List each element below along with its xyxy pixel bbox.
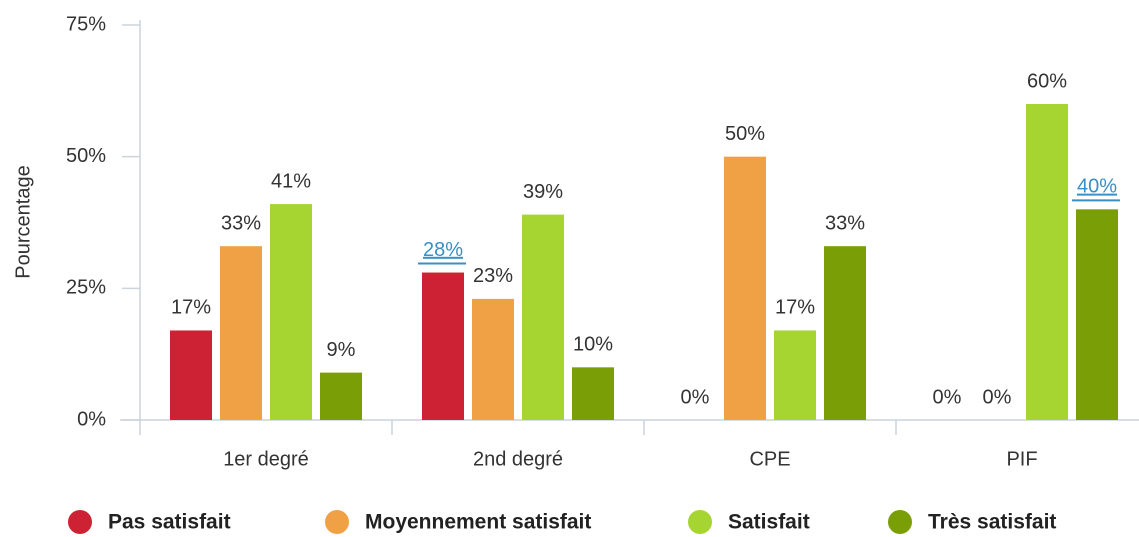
bar xyxy=(522,214,564,420)
legend-swatch[interactable] xyxy=(688,510,712,534)
bar xyxy=(472,298,514,420)
legend-swatch[interactable] xyxy=(68,510,92,534)
y-tick-label: 0% xyxy=(77,408,106,430)
y-tick-label: 75% xyxy=(66,13,106,35)
y-axis-label: Pourcentage xyxy=(12,165,34,278)
value-label: 50% xyxy=(725,123,765,145)
value-label: 0% xyxy=(983,386,1012,408)
value-label: 9% xyxy=(327,339,356,361)
value-label: 33% xyxy=(825,212,865,234)
value-label: 17% xyxy=(171,297,211,319)
legend-label[interactable]: Très satisfait xyxy=(928,511,1056,534)
value-label[interactable]: 28% xyxy=(423,239,463,261)
bar xyxy=(774,330,816,420)
value-label: 39% xyxy=(523,181,563,203)
bar xyxy=(422,272,464,420)
bar xyxy=(1076,209,1118,420)
legend-label[interactable]: Pas satisfait xyxy=(108,511,231,534)
bar xyxy=(220,246,262,420)
legend-swatch[interactable] xyxy=(325,510,349,534)
x-tick-label: 1er degré xyxy=(223,448,309,470)
value-label: 17% xyxy=(775,297,815,319)
value-label: 0% xyxy=(933,386,962,408)
legend-label[interactable]: Moyennement satisfait xyxy=(365,511,591,534)
bar xyxy=(1026,104,1068,420)
bar xyxy=(824,246,866,420)
legend-swatch[interactable] xyxy=(888,510,912,534)
value-label: 10% xyxy=(573,334,613,356)
value-label[interactable]: 40% xyxy=(1077,176,1117,198)
y-tick-label: 25% xyxy=(66,277,106,299)
x-tick-label: PIF xyxy=(1006,448,1037,470)
value-label: 0% xyxy=(681,386,710,408)
bar xyxy=(320,372,362,420)
value-label: 23% xyxy=(473,265,513,287)
value-label: 60% xyxy=(1027,70,1067,92)
x-tick-label: CPE xyxy=(749,448,790,470)
value-label: 41% xyxy=(271,170,311,192)
bar xyxy=(170,330,212,420)
legend-label[interactable]: Satisfait xyxy=(728,511,810,534)
bar xyxy=(572,367,614,420)
bar xyxy=(270,204,312,420)
x-tick-label: 2nd degré xyxy=(473,448,563,470)
value-label: 33% xyxy=(221,212,261,234)
y-tick-label: 50% xyxy=(66,145,106,167)
bar xyxy=(724,156,766,420)
